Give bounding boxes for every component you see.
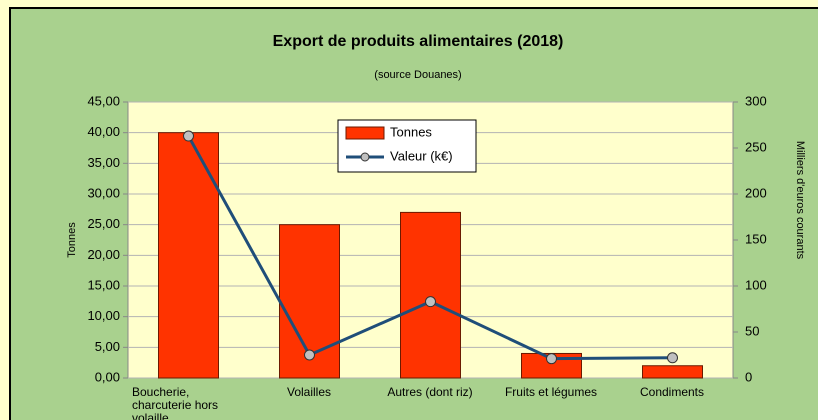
marker bbox=[304, 349, 315, 361]
x-tick-label: Autres (dont riz) bbox=[387, 385, 473, 399]
marker bbox=[546, 353, 557, 365]
marker bbox=[425, 296, 436, 308]
y-tick-label: 35,00 bbox=[87, 155, 120, 170]
y2-axis-label: Milliers d'euros courants bbox=[794, 141, 806, 260]
y2-tick-label: 0 bbox=[745, 369, 752, 384]
y-tick-label: 15,00 bbox=[87, 277, 120, 292]
legend-marker bbox=[360, 152, 370, 162]
bar bbox=[158, 132, 219, 379]
y-tick-label: 0,00 bbox=[95, 369, 120, 384]
x-tick-label: Condiments bbox=[639, 385, 705, 399]
y2-tick-label: 150 bbox=[745, 231, 767, 246]
x-tick-label: Fruits et légumes bbox=[504, 385, 598, 399]
marker bbox=[183, 130, 194, 142]
y-tick-label: 20,00 bbox=[87, 247, 120, 262]
y2-tick-label: 100 bbox=[745, 277, 767, 292]
y-tick-label: 40,00 bbox=[87, 124, 120, 139]
bar bbox=[400, 211, 461, 379]
y2-tick-label: 200 bbox=[745, 185, 767, 200]
y-tick-label: 5,00 bbox=[95, 339, 120, 354]
y-axis-label: Tonnes bbox=[66, 222, 78, 258]
chart-title: Export de produits alimentaires (2018) bbox=[273, 33, 564, 50]
y2-tick-label: 300 bbox=[745, 93, 767, 108]
x-tick-label: Boucherie, charcuterie hors volaille bbox=[132, 385, 219, 420]
y-tick-label: 45,00 bbox=[87, 93, 120, 108]
legend-swatch bbox=[345, 126, 385, 140]
y-tick-label: 30,00 bbox=[87, 185, 120, 200]
y-tick-label: 25,00 bbox=[87, 216, 120, 231]
legend-label: Tonnes bbox=[390, 124, 432, 139]
y-tick-label: 10,00 bbox=[87, 308, 120, 323]
chart-subtitle: (source Douanes) bbox=[374, 69, 461, 81]
y2-tick-label: 250 bbox=[745, 139, 767, 154]
y2-tick-label: 50 bbox=[745, 323, 759, 338]
x-tick-label: Volailles bbox=[286, 385, 332, 399]
bar bbox=[642, 365, 703, 379]
legend-label: Valeur (k€) bbox=[390, 148, 453, 163]
marker bbox=[667, 352, 678, 364]
